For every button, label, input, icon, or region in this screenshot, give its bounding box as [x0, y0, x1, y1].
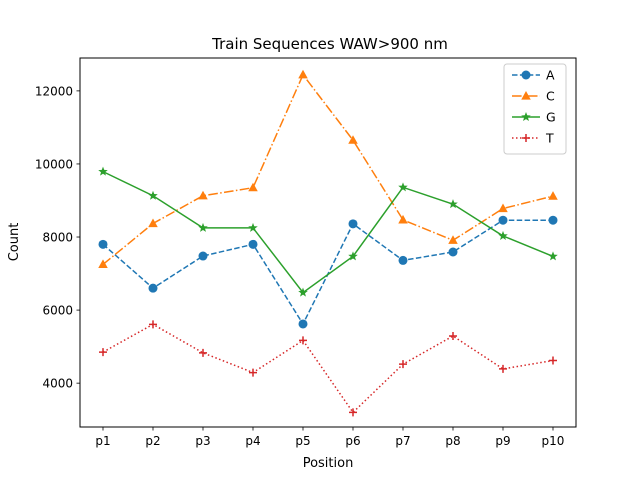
chart-title: Train Sequences WAW>900 nm [211, 35, 448, 53]
data-point-c-p4 [248, 182, 258, 192]
data-point-g-p3 [198, 222, 208, 232]
x-tick-label-p7: p7 [395, 434, 410, 448]
data-point-g-p7 [398, 182, 408, 192]
data-point-c-p3 [198, 190, 208, 200]
data-point-a-p10 [548, 215, 558, 225]
x-tick-label-p9: p9 [495, 434, 510, 448]
data-point-g-p1 [98, 166, 108, 176]
data-point-c-p6 [348, 135, 358, 144]
x-tick-label-p4: p4 [245, 434, 260, 448]
data-point-c-p2 [148, 218, 158, 228]
data-point-c-p9 [498, 203, 508, 213]
x-tick-label-p5: p5 [295, 434, 310, 448]
data-point-g-p9 [498, 230, 508, 240]
legend-box [503, 63, 567, 155]
legend-label-t: T [545, 131, 554, 146]
y-tick-label-4000: 4000 [42, 377, 73, 391]
axes-frame [79, 57, 577, 428]
y-axis-label: Count [7, 223, 22, 262]
data-point-t-p6 [349, 408, 357, 417]
data-point-t-p8 [449, 332, 457, 341]
data-point-t-p1 [99, 348, 107, 357]
legend-entry-g: G [512, 110, 556, 125]
data-point-t-p3 [199, 348, 207, 357]
x-tick-label-p6: p6 [345, 434, 360, 448]
x-tick-label-p10: p10 [542, 434, 565, 448]
legend-marker-g [521, 112, 531, 122]
series-line-t [102, 323, 554, 414]
data-point-a-p1 [98, 239, 108, 249]
data-point-a-p2 [148, 283, 158, 293]
legend-label-a: A [546, 68, 555, 83]
legend-marker-a [521, 70, 531, 80]
data-point-g-p8 [448, 199, 458, 209]
series-g [98, 166, 558, 297]
data-point-t-p4 [249, 368, 257, 377]
legend-entry-a: A [512, 68, 555, 83]
y-tick-label-10000: 10000 [35, 157, 73, 171]
series-t [99, 320, 557, 417]
data-point-c-p8 [448, 235, 458, 244]
data-point-t-p5 [299, 336, 307, 345]
data-point-t-p9 [499, 364, 507, 373]
y-tick-label-8000: 8000 [42, 231, 73, 245]
legend-marker-t [522, 134, 530, 142]
y-tick-label-6000: 6000 [42, 304, 73, 318]
y-tick-label-12000: 12000 [35, 84, 73, 98]
data-point-c-p1 [98, 259, 108, 269]
data-point-a-p8 [448, 247, 458, 257]
legend-entry-t: T [512, 131, 554, 146]
plot-area: p1 p2 p3 p4 p5 p6 p7 p8 p9 p10 4000 6000 8000 10000 12… [35, 69, 565, 448]
x-tick-label-p3: p3 [195, 434, 210, 448]
data-point-c-p5 [298, 69, 308, 79]
data-point-a-p9 [498, 215, 508, 225]
x-axis-label: Position [303, 456, 354, 471]
series-c [98, 69, 558, 269]
legend-label-c: C [546, 89, 555, 104]
x-tick-label-p2: p2 [145, 434, 160, 448]
data-point-t-p10 [549, 356, 557, 365]
data-point-a-p5 [298, 319, 308, 329]
series-line-c [102, 73, 554, 266]
data-point-t-p7 [399, 360, 407, 369]
data-point-a-p3 [198, 251, 208, 261]
data-point-a-p4 [248, 239, 258, 249]
data-point-g-p6 [348, 251, 358, 261]
x-tick-label-p8: p8 [445, 434, 460, 448]
data-point-g-p4 [248, 222, 258, 232]
data-point-a-p6 [348, 219, 358, 229]
data-point-c-p10 [548, 191, 558, 200]
series-line-g [102, 170, 554, 294]
legend-entry-c: C [512, 89, 555, 104]
data-point-t-p2 [149, 320, 157, 329]
data-point-a-p7 [398, 255, 408, 265]
x-tick-label-p1: p1 [95, 434, 110, 448]
data-point-c-p7 [398, 214, 408, 224]
data-point-g-p5 [298, 287, 308, 297]
legend-label-g: G [546, 110, 556, 125]
data-point-g-p10 [548, 251, 558, 261]
legend-marker-c [521, 91, 531, 100]
data-point-g-p2 [148, 190, 158, 200]
